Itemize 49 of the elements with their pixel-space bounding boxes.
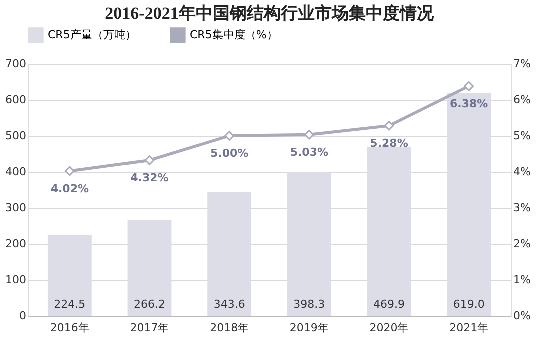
point xyxy=(144,156,155,166)
data-label: 266.2 xyxy=(134,298,166,311)
y-tick-label: 300 xyxy=(6,202,26,214)
y2-tick-label: 5% xyxy=(514,130,531,142)
y2-tick-label: 7% xyxy=(514,58,531,70)
bar xyxy=(48,235,92,316)
data-label: 619.0 xyxy=(453,298,485,311)
x-tick-label: 2021年 xyxy=(450,322,489,334)
point xyxy=(64,166,75,176)
legend-label: CR5集中度（%） xyxy=(190,28,278,42)
data-label: 469.9 xyxy=(374,298,405,311)
data-label: 5.00% xyxy=(210,147,249,160)
x-tick-label: 2017年 xyxy=(130,322,170,334)
data-label: 6.38% xyxy=(450,97,488,110)
chart-title: 2016-2021年中国钢结构行业市场集中度情况 xyxy=(105,4,435,23)
y2-tick-label: 1% xyxy=(514,274,531,286)
y2-tick-label: 0% xyxy=(514,310,531,322)
bar xyxy=(367,146,412,316)
y2-tick-label: 3% xyxy=(514,202,531,214)
bar xyxy=(208,192,252,316)
y-tick-label: 500 xyxy=(6,130,26,142)
y2-tick-label: 4% xyxy=(514,166,531,178)
y-tick-label: 400 xyxy=(6,166,26,178)
y-tick-label: 0 xyxy=(20,310,26,322)
data-label: 4.32% xyxy=(130,171,169,184)
y-tick-label: 200 xyxy=(6,238,26,250)
bar xyxy=(128,220,172,316)
data-label: 5.28% xyxy=(370,136,408,150)
bar xyxy=(447,93,492,316)
legend-label: CR5产量（万吨） xyxy=(48,28,136,42)
data-label: 343.6 xyxy=(214,298,246,311)
bar xyxy=(287,172,332,316)
y2-tick-label: 6% xyxy=(514,94,531,106)
y-tick-label: 700 xyxy=(6,58,26,70)
y2-tick-label: 2% xyxy=(514,238,531,250)
x-tick-label: 2018年 xyxy=(210,322,250,334)
data-label: 5.03% xyxy=(290,146,329,159)
data-label: 224.5 xyxy=(54,298,86,311)
x-tick-label: 2020年 xyxy=(370,322,409,334)
y-tick-label: 100 xyxy=(6,274,26,286)
point xyxy=(384,120,394,131)
x-tick-label: 2019年 xyxy=(290,322,329,334)
data-label: 398.3 xyxy=(294,298,326,311)
point xyxy=(464,81,474,92)
data-label: 4.02% xyxy=(50,182,89,196)
point xyxy=(304,130,314,140)
x-tick-label: 2016年 xyxy=(50,322,90,334)
y-tick-label: 600 xyxy=(6,94,26,106)
point xyxy=(224,131,235,141)
